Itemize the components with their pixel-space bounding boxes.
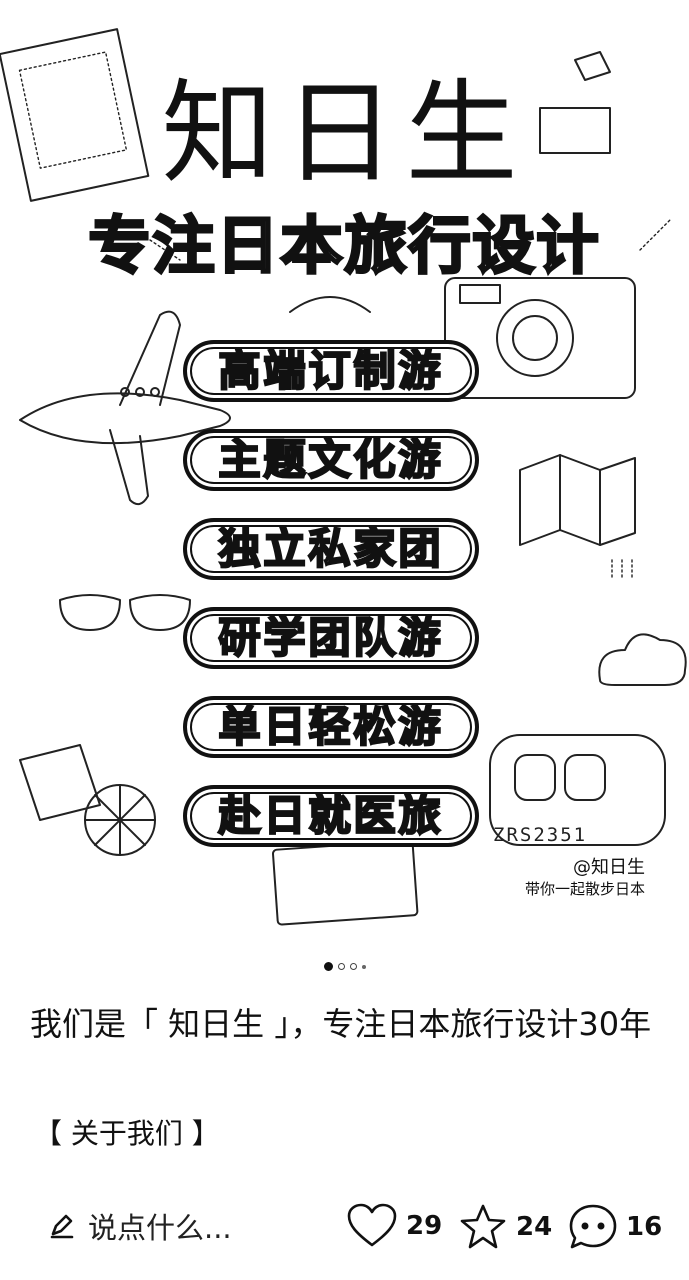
service-label: 单日轻松游	[217, 702, 444, 751]
service-day-trip: 单日轻松游	[183, 696, 479, 758]
brand-title: 知日生	[161, 69, 528, 199]
service-theme-culture-tour: 主题文化游	[183, 429, 479, 491]
service-label: 主题文化游	[217, 435, 444, 484]
post-caption: 我们是「 知日生 」，专注日本旅行设计30年	[30, 1005, 652, 1043]
like-count: 29	[406, 1211, 443, 1241]
pencil-icon	[50, 1214, 74, 1239]
heart-icon	[347, 1203, 397, 1247]
service-private-group: 独立私家团	[183, 518, 479, 580]
service-medical-tour: 赴日就医旅	[183, 785, 479, 847]
service-label: 赴日就医旅	[217, 791, 444, 840]
bus-plate-text: ZRS2351	[493, 824, 588, 846]
service-custom-tour: 高端订制游	[183, 340, 479, 402]
carousel-dot-more	[361, 964, 366, 969]
comment-count: 16	[626, 1212, 663, 1242]
favorite-button[interactable]: 24	[458, 1203, 552, 1251]
comment-button[interactable]: 16	[568, 1203, 662, 1251]
star-icon	[460, 1204, 506, 1249]
service-label: 独立私家团	[217, 524, 444, 573]
watermark-handle: @知日生	[573, 857, 645, 878]
service-study-tour: 研学团队游	[183, 607, 479, 669]
carousel-dot	[349, 963, 357, 970]
service-label: 高端订制游	[217, 346, 444, 395]
like-button[interactable]: 29	[346, 1203, 442, 1249]
speech-bubble-icon	[569, 1204, 617, 1249]
favorite-count: 24	[516, 1212, 553, 1242]
comment-input[interactable]: 说点什么...	[48, 1205, 232, 1247]
brand-slogan: 专注日本旅行设计	[87, 209, 601, 282]
service-label: 研学团队游	[217, 613, 444, 662]
carousel-dot-active	[323, 962, 333, 971]
carousel-dot	[337, 963, 345, 970]
about-us-link[interactable]: 【 关于我们 】	[34, 1117, 220, 1150]
action-bar: 说点什么... 29 24 16	[0, 1195, 689, 1255]
service-list: 高端订制游 主题文化游 独立私家团 研学团队游 单日轻松游 赴日就医旅	[183, 340, 483, 874]
watermark-tagline: 带你一起散步日本	[524, 880, 645, 898]
comment-placeholder: 说点什么...	[88, 1211, 232, 1245]
post-image[interactable]: 知日生 专注日本旅行设计 高端订制游 主题文化游 独立私家团 研学团队游 单日轻…	[0, 0, 689, 945]
carousel-indicator	[0, 962, 689, 971]
doodle-background	[0, 28, 687, 926]
